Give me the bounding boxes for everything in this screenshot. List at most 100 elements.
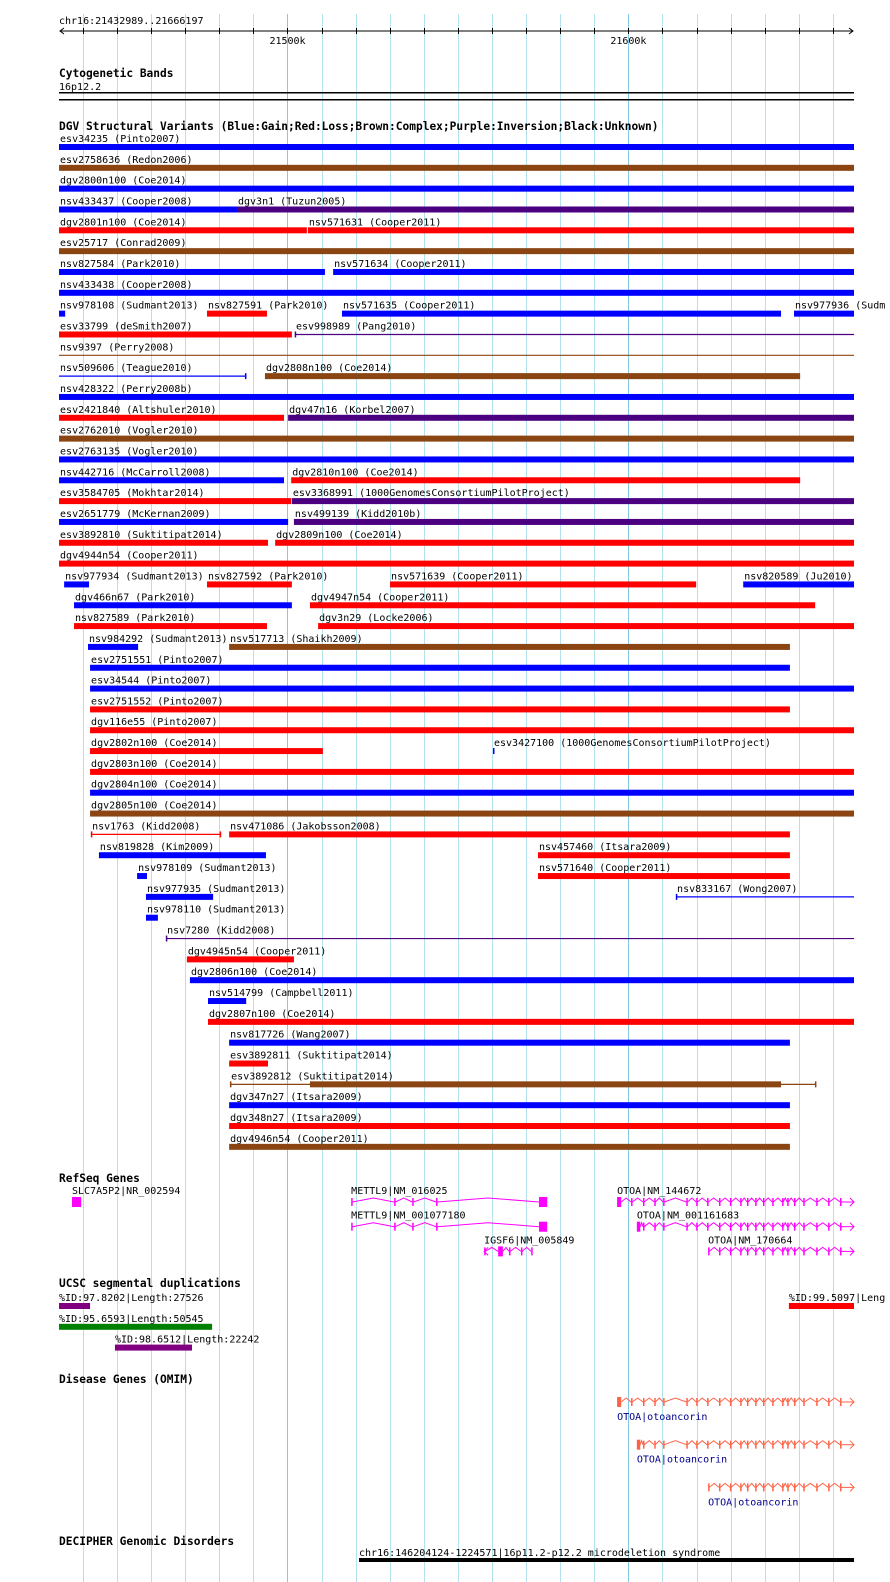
sv-feature[interactable]: nsv571635 (Cooper2011) [341, 301, 782, 317]
sv-feature[interactable]: dgv3n29 (Locke2006) [318, 613, 855, 630]
sv-feature[interactable]: nsv428322 (Perry2008b) [59, 384, 855, 400]
segdup-feature[interactable]: %ID:95.6593|Length:50545 [59, 1314, 213, 1330]
sv-feature[interactable]: nsv833167 (Wong2007) [675, 884, 855, 900]
sv-feature[interactable]: nsv571639 (Cooper2011) [390, 571, 697, 588]
sv-feature[interactable]: nsv984292 (Sudmant2013) [88, 634, 227, 650]
sv-feature[interactable]: esv34544 (Pinto2007) [90, 676, 855, 692]
right-arrow-icon[interactable] [848, 27, 854, 35]
sv-label: nsv827591 (Park2010) [208, 301, 328, 312]
sv-feature[interactable]: dgv2806n100 (Coe2014) [189, 967, 855, 984]
intron-icon [804, 1197, 817, 1203]
sv-feature[interactable]: nsv509606 (Teague2010) [59, 363, 247, 380]
segdup-feature[interactable]: %ID:97.8202|Length:27526 [59, 1293, 204, 1309]
sv-feature[interactable]: nsv1763 (Kidd2008) [90, 821, 222, 838]
gene-model[interactable]: OTOA|NM_144672 [617, 1186, 855, 1207]
sv-feature[interactable]: esv2758636 (Redon2006) [59, 155, 855, 171]
sv-feature[interactable]: dgv2802n100 (Coe2014) [90, 738, 323, 755]
sv-feature[interactable]: nsv433438 (Cooper2008) [59, 280, 855, 296]
sv-feature[interactable]: nsv827591 (Park2010) [206, 301, 328, 317]
sv-feature[interactable]: dgv347n27 (Itsara2009) [229, 1092, 790, 1109]
sv-feature[interactable]: esv3368991 (1000GenomesConsortiumPilotPr… [291, 488, 855, 505]
sv-feature[interactable]: esv34235 (Pinto2007) [59, 134, 855, 150]
sv-feature[interactable]: esv25717 (Conrad2009) [59, 238, 855, 255]
sv-feature[interactable]: esv33799 (deSmith2007) [59, 321, 292, 338]
sv-feature[interactable]: nsv977936 (Sudm [794, 301, 885, 317]
sv-feature[interactable]: dgv2808n100 (Coe2014) [264, 363, 801, 380]
sv-feature[interactable]: dgv47n16 (Korbel2007) [288, 405, 855, 421]
sv-feature[interactable]: nsv571631 (Cooper2011) [307, 217, 855, 234]
sv-feature[interactable]: nsv978108 (Sudmant2013) [59, 301, 199, 317]
gene-model[interactable]: OTOA|NM_001161683 [636, 1211, 855, 1232]
gene-model[interactable]: OTOA|otoancorin [708, 1482, 855, 1508]
sv-feature[interactable]: esv2763135 (Vogler2010) [59, 446, 855, 463]
gene-model[interactable]: METTL9|NM_001077180 [351, 1211, 548, 1232]
sv-feature[interactable]: nsv977935 (Sudmant2013) [145, 884, 285, 900]
exon [719, 1398, 721, 1406]
sv-feature[interactable]: dgv2801n100 (Coe2014) [59, 217, 307, 234]
sv-feature[interactable]: nsv978109 (Sudmant2013) [137, 863, 277, 880]
sv-feature[interactable]: nsv820589 (Ju2010) [743, 571, 855, 588]
sv-feature[interactable]: dgv116e55 (Pinto2007) [90, 717, 855, 734]
sv-feature[interactable]: nsv433437 (Cooper2008) [59, 196, 237, 213]
sv-feature[interactable]: esv3427100 (1000GenomesConsortiumPilotPr… [492, 738, 771, 755]
sv-feature[interactable]: dgv3n1 (Tuzun2005) [236, 196, 855, 213]
sv-feature[interactable]: esv3892811 (Suktitipat2014) [229, 1051, 393, 1067]
left-arrow-icon[interactable] [59, 27, 65, 35]
sv-feature[interactable]: dgv2805n100 (Coe2014) [90, 801, 855, 817]
sv-feature[interactable]: nsv457460 (Itsara2009) [537, 842, 790, 859]
sv-feature[interactable]: nsv977934 (Sudmant2013) [64, 571, 204, 588]
sv-feature[interactable]: esv2421840 (Altshuler2010) [59, 405, 285, 421]
sv-feature[interactable]: nsv7280 (Kidd2008) [165, 926, 855, 942]
sv-label: nsv827584 (Park2010) [60, 259, 180, 270]
sv-feature[interactable]: nsv827584 (Park2010) [59, 259, 325, 275]
sv-feature[interactable]: dgv2804n100 (Coe2014) [90, 780, 855, 796]
exon [617, 1397, 622, 1407]
sv-feature[interactable]: esv2762010 (Vogler2010) [59, 426, 855, 442]
ruler-track[interactable]: chr16:21432989..21666197 21500k 21600k [59, 16, 854, 47]
sv-feature[interactable]: dgv4945n54 (Cooper2011) [186, 946, 326, 963]
gene-model[interactable]: OTOA|otoancorin [636, 1439, 855, 1466]
sv-feature[interactable]: nsv571640 (Cooper2011) [537, 863, 790, 880]
sv-feature[interactable]: nsv9397 (Perry2008) [59, 342, 855, 356]
segdup-feature[interactable]: %ID:98.6512|Length:22242 [114, 1335, 260, 1351]
sv-feature[interactable]: dgv348n27 (Itsara2009) [229, 1113, 790, 1130]
sv-feature[interactable]: nsv499139 (Kidd2010b) [293, 509, 855, 525]
sv-feature[interactable]: dgv2809n100 (Coe2014) [275, 530, 855, 546]
sv-bar [492, 748, 495, 755]
gene-model[interactable]: METTL9|NM_016025 [351, 1186, 548, 1207]
sv-feature[interactable]: esv3892810 (Suktitipat2014) [59, 530, 269, 546]
segdup-feature[interactable]: %ID:99.5097|Leng [788, 1293, 885, 1309]
sv-feature[interactable]: nsv827592 (Park2010) [206, 571, 328, 588]
gene-model[interactable]: IGSF6|NM_005849 [483, 1235, 574, 1257]
sv-feature[interactable]: nsv442716 (McCarroll2008) [59, 467, 285, 484]
sv-feature[interactable]: esv2751552 (Pinto2007) [90, 696, 790, 713]
sv-feature[interactable]: dgv2803n100 (Coe2014) [90, 759, 855, 775]
sv-feature[interactable]: nsv571634 (Cooper2011) [333, 259, 855, 275]
gene-model[interactable]: OTOA|NM_170664 [708, 1235, 855, 1256]
omim-label: OTOA|otoancorin [617, 1412, 707, 1423]
sv-feature[interactable]: nsv471086 (Jakobsson2008) [229, 821, 790, 838]
sv-feature[interactable]: dgv2800n100 (Coe2014) [59, 176, 855, 192]
exon [787, 1440, 789, 1449]
sv-feature[interactable]: nsv517713 (Shaikh2009) [229, 634, 790, 650]
exon [719, 1483, 721, 1492]
sv-feature[interactable]: dgv2807n100 (Coe2014) [208, 1009, 855, 1025]
sv-feature[interactable]: nsv819828 (Kim2009) [98, 842, 266, 859]
sv-feature[interactable]: esv998989 (Pang2010) [294, 321, 855, 338]
sv-feature[interactable]: dgv466n67 (Park2010) [74, 592, 292, 609]
sv-feature[interactable]: nsv514799 (Campbell2011) [208, 988, 354, 1005]
sv-feature[interactable]: esv3584705 (Mokhtar2014) [59, 488, 292, 505]
sv-feature[interactable]: dgv4944n54 (Cooper2011) [59, 551, 855, 567]
sv-feature[interactable]: nsv978110 (Sudmant2013) [145, 905, 285, 921]
sv-feature[interactable]: dgv4947n54 (Cooper2011) [309, 592, 816, 609]
sv-feature[interactable]: esv2751551 (Pinto2007) [90, 655, 790, 671]
sv-feature[interactable]: esv3892812 (Suktitipat2014) [229, 1071, 817, 1088]
sv-feature[interactable]: dgv4946n54 (Cooper2011) [229, 1134, 790, 1150]
sv-feature[interactable]: nsv827589 (Park2010) [74, 613, 267, 630]
gene-model[interactable]: SLC7A5P2|NR_002594 [71, 1186, 180, 1207]
sv-feature[interactable]: nsv817726 (Wang2007) [229, 1030, 790, 1046]
sv-feature[interactable]: dgv2810n100 (Coe2014) [291, 467, 801, 484]
sv-feature[interactable]: esv2651779 (McKernan2009) [59, 509, 289, 525]
gene-model[interactable]: OTOA|otoancorin [617, 1396, 855, 1423]
decipher-feature[interactable]: chr16:146204124-1224571|16p11.2-p12.2 mi… [359, 1548, 855, 1562]
